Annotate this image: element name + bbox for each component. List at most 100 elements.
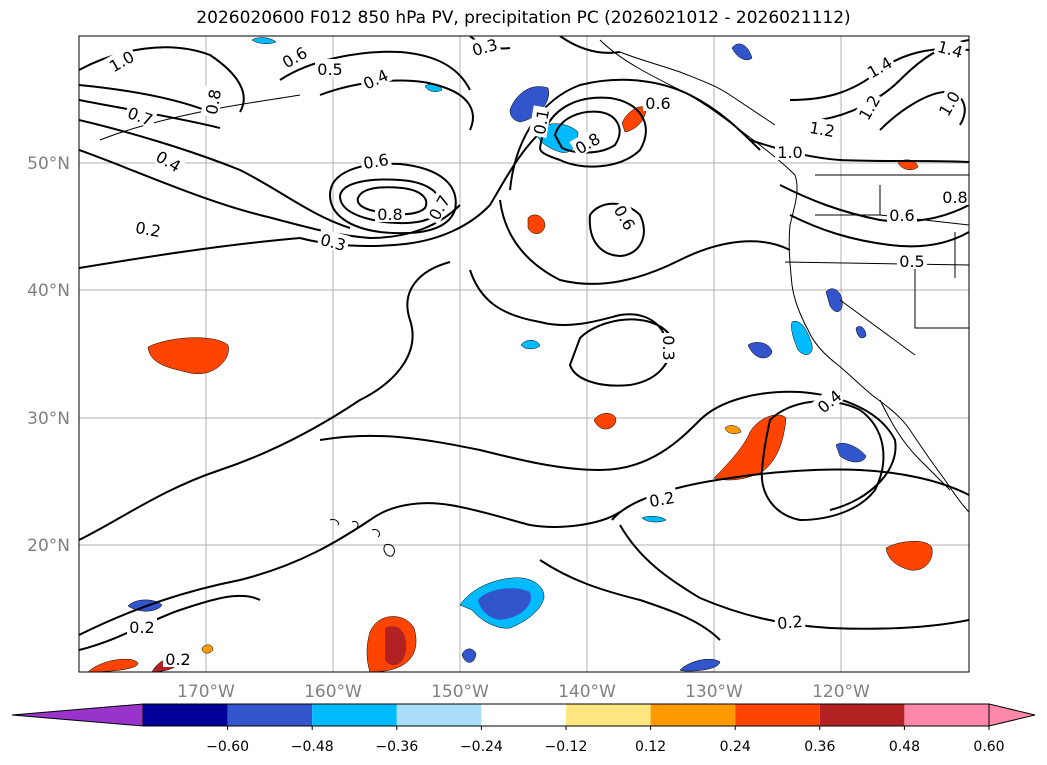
pv-contour — [568, 318, 672, 387]
precip-blob-negative — [731, 43, 753, 61]
colorbar-tick-label: −0.24 — [460, 739, 503, 755]
colorbar: −0.60 −0.48 −0.36 −0.24 −0.12 0.12 0.24 0.36 0.4… — [11, 703, 1036, 755]
hawaii — [329, 519, 395, 557]
pv-contour — [79, 502, 621, 636]
colorbar-tick-label: 0.60 — [973, 739, 1004, 755]
pv-contour — [789, 214, 969, 248]
longitude-label: 130°W — [685, 682, 743, 702]
contour-label: 0.8 — [942, 188, 967, 207]
pv-contour — [779, 184, 969, 223]
pv-contour — [588, 202, 645, 258]
colorbar-segment — [396, 704, 482, 726]
precip-blob-negative — [520, 340, 541, 350]
longitude-labels: 170°W 160°W 150°W 140°W 130°W 120°W — [177, 682, 870, 702]
colorbar-segment — [566, 704, 651, 726]
precip-blob-negative — [478, 588, 531, 620]
precip-blob-positive — [385, 626, 407, 666]
pv-contour — [79, 261, 451, 541]
contour-label: 0.2 — [134, 218, 162, 241]
contour-label: 0.8 — [377, 205, 402, 224]
longitude-label: 170°W — [177, 682, 235, 702]
colorbar-segment — [735, 704, 820, 726]
contour-label: 0.6 — [889, 206, 914, 225]
baja-california — [879, 399, 951, 491]
contour-label: 0.5 — [317, 60, 342, 79]
contour-label: 0.3 — [659, 335, 678, 360]
colorbar-segment — [143, 704, 228, 726]
contour-label: 0.2 — [648, 488, 676, 511]
precip-blob-positive — [593, 413, 617, 430]
colorbar-extend-min — [11, 703, 144, 727]
contour-label: 1.0 — [777, 143, 802, 162]
pv-contour — [499, 199, 791, 285]
contour-label: 0.2 — [165, 650, 190, 669]
contour-label: 0.1 — [530, 108, 553, 136]
contour-label: 0.2 — [776, 612, 803, 633]
precip-blob-negative — [251, 37, 277, 44]
pv-contour — [79, 594, 261, 651]
latitude-label: 40°N — [27, 281, 70, 301]
pv-contour — [279, 50, 471, 91]
precip-blob-positive — [527, 214, 546, 234]
contour-label: 0.6 — [362, 150, 390, 173]
longitude-label: 160°W — [304, 682, 362, 702]
pv-contour — [619, 524, 969, 630]
colorbar-segment — [650, 704, 736, 726]
contour-label: 0.6 — [645, 94, 670, 113]
contour-label: 1.2 — [808, 118, 836, 141]
latitude-label: 30°N — [27, 409, 70, 429]
precip-blob-negative — [825, 288, 843, 312]
pv-contour — [79, 84, 211, 113]
colorbar-tick-label: −0.48 — [291, 739, 334, 755]
precip-shading — [87, 37, 933, 672]
longitude-label: 120°W — [812, 682, 870, 702]
pv-contour — [79, 127, 546, 269]
pv-contour — [319, 390, 897, 511]
colorbar-tick-label: 0.24 — [720, 739, 751, 755]
state-borders — [784, 174, 969, 356]
contour-label: 0.8 — [202, 88, 225, 116]
coastlines — [99, 39, 969, 557]
pv-contour — [79, 149, 461, 240]
precip-blob-negative — [855, 326, 867, 339]
colorbar-tick-label: −0.36 — [375, 739, 418, 755]
precip-blob-positive — [201, 644, 214, 654]
pv-contour — [79, 119, 351, 229]
latitude-labels: 50°N 40°N 30°N 20°N — [27, 154, 70, 556]
pv-contour — [469, 269, 667, 351]
colorbar-tick-label: 0.12 — [635, 739, 666, 755]
precip-blob-negative — [679, 659, 721, 672]
precip-blob-negative — [641, 516, 667, 523]
longitude-label: 140°W — [558, 682, 616, 702]
precip-blob-positive — [147, 337, 229, 375]
colorbar-extend-max — [988, 703, 1036, 727]
contour-label: 0.3 — [470, 35, 500, 60]
pv-contour — [538, 96, 647, 168]
colorbar-segment — [481, 704, 566, 726]
precip-blob-negative — [461, 648, 477, 663]
colorbar-tick-label: 0.36 — [804, 739, 835, 755]
precip-blob-positive — [897, 159, 919, 171]
colorbar-tick-label: −0.60 — [206, 739, 249, 755]
map-frame — [78, 35, 970, 673]
precip-blob-positive — [885, 541, 933, 571]
coastline-north-america — [599, 39, 969, 513]
pv-contour — [509, 78, 761, 191]
pv-contour — [319, 79, 474, 131]
colorbar-segment — [312, 704, 397, 726]
colorbar-segment — [819, 704, 905, 726]
precip-blob-negative — [791, 320, 813, 355]
precip-blob-negative — [835, 442, 867, 463]
graticule — [79, 36, 969, 672]
longitude-label: 150°W — [431, 682, 489, 702]
pv-contour — [539, 559, 721, 641]
contour-label: 0.5 — [899, 252, 924, 271]
colorbar-tick-label: 0.48 — [889, 739, 920, 755]
contour-label: 0.2 — [129, 618, 154, 637]
precip-blob-negative — [747, 342, 773, 359]
latitude-label: 50°N — [27, 154, 70, 174]
colorbar-tick-label: −0.12 — [545, 739, 588, 755]
map-plot-area: 1.0 0.6 0.5 0.40.30.80.70.40.20.60.8 0.70.30… — [79, 35, 969, 672]
precip-blob-positive — [724, 425, 742, 434]
